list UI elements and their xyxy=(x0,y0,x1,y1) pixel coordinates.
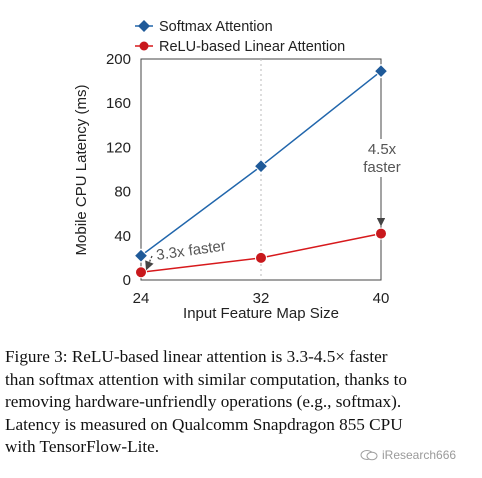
annotation-right-text-2: faster xyxy=(363,159,401,176)
series-softmax-point-2 xyxy=(373,63,389,79)
series-relu-point-0 xyxy=(135,266,147,279)
legend-marker-relu xyxy=(139,41,149,51)
x-axis-ticks: 24 32 40 xyxy=(133,290,390,307)
legend-marker-softmax xyxy=(138,20,150,32)
annotation-right-text-1: 4.5x xyxy=(368,141,397,158)
x-tick-label-0: 24 xyxy=(133,290,150,307)
watermark: iResearch666 xyxy=(360,448,456,462)
y-tick-label-2: 80 xyxy=(114,184,131,201)
wechat-icon xyxy=(360,450,378,461)
series-relu-point-2 xyxy=(375,227,387,240)
series-relu xyxy=(135,227,387,279)
annotation-right-bg xyxy=(355,139,408,177)
y-axis-title: Mobile CPU Latency (ms) xyxy=(73,85,90,256)
y-axis-ticks: 0 40 80 120 160 200 xyxy=(106,51,131,289)
caption-line-4: Latency is measured on Qualcomm Snapdrag… xyxy=(5,414,403,434)
series-softmax-point-0 xyxy=(133,248,149,263)
x-tick-label-2: 40 xyxy=(373,290,390,307)
annotation-left-text: 3.3x faster xyxy=(155,237,227,264)
series-softmax xyxy=(133,63,389,263)
figure-caption: Figure 3: ReLU-based linear attention is… xyxy=(5,346,477,459)
annotation-right: 4.5x faster xyxy=(355,88,408,227)
series-softmax-point-1 xyxy=(253,158,269,174)
caption-line-5: with TensorFlow-Lite. xyxy=(5,437,160,456)
y-tick-label-0: 0 xyxy=(123,272,131,289)
annotation-left-arrow xyxy=(145,255,154,271)
y-tick-label-5: 200 xyxy=(106,51,131,68)
y-tick-label-4: 160 xyxy=(106,95,131,112)
x-axis-title: Input Feature Map Size xyxy=(183,305,339,322)
caption-line-3: removing hardware-unfriendly operations … xyxy=(5,392,402,411)
legend-label-softmax: Softmax Attention xyxy=(159,19,273,35)
legend: Softmax Attention ReLU-based Linear Atte… xyxy=(135,19,345,55)
chart: Softmax Attention ReLU-based Linear Atte… xyxy=(73,19,408,322)
legend-label-relu: ReLU-based Linear Attention xyxy=(159,39,345,55)
x-tick-label-1: 32 xyxy=(253,290,270,307)
caption-line-1: Figure 3: ReLU-based linear attention is… xyxy=(5,347,388,366)
series-relu-point-1 xyxy=(255,251,267,264)
caption-line-2: than softmax attention with similar comp… xyxy=(5,369,407,389)
watermark-text: iResearch666 xyxy=(382,448,457,462)
y-tick-label-3: 120 xyxy=(106,139,131,156)
y-tick-label-1: 40 xyxy=(114,228,131,245)
